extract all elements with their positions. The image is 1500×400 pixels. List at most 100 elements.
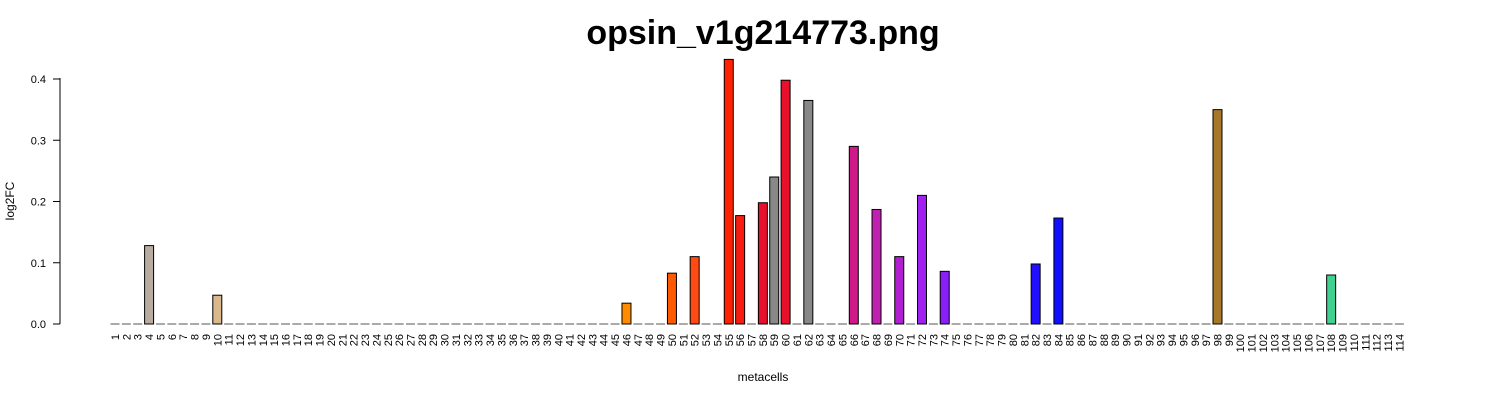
bar-108	[1326, 274, 1337, 325]
x-tick-label: 62	[803, 334, 815, 346]
x-tick-label: 22	[349, 334, 361, 346]
bar-52	[689, 256, 700, 325]
bar-62	[803, 99, 814, 325]
y-tick-label: 0.4	[31, 74, 46, 86]
x-tick-label: 44	[599, 334, 611, 346]
x-tick-label: 101	[1247, 334, 1259, 352]
x-tick-label: 80	[1008, 334, 1020, 346]
x-tick-label: 34	[485, 334, 497, 346]
x-tick-label: 36	[508, 334, 520, 346]
x-tick-label: 63	[815, 334, 827, 346]
x-tick-label: 108	[1326, 334, 1338, 352]
x-tick-label: 105	[1292, 334, 1304, 352]
x-tick-label: 39	[542, 334, 554, 346]
x-tick-label: 60	[781, 334, 793, 346]
x-tick-label: 9	[201, 334, 213, 340]
x-tick-label: 27	[406, 334, 418, 346]
x-tick-label: 18	[303, 334, 315, 346]
x-tick-label: 114	[1394, 334, 1406, 352]
y-tick-label: 0.0	[31, 319, 46, 331]
x-tick-label: 19	[315, 334, 327, 346]
x-tick-label: 111	[1360, 334, 1372, 351]
x-tick-label: 20	[326, 334, 338, 346]
x-tick-label: 61	[792, 334, 804, 346]
x-tick-label: 88	[1099, 334, 1111, 346]
x-tick-label: 13	[246, 334, 258, 346]
x-tick-label: 15	[269, 334, 281, 346]
x-tick-label: 78	[985, 334, 997, 346]
x-tick-label: 82	[1031, 334, 1043, 346]
x-tick-label: 45	[610, 334, 622, 346]
x-tick-label: 85	[1065, 334, 1077, 346]
x-tick-label: 30	[440, 334, 452, 346]
x-tick-label: 95	[1178, 334, 1190, 346]
x-tick-label: 10	[212, 334, 224, 346]
x-tick-label: 84	[1053, 334, 1065, 346]
x-tick-label: 6	[167, 334, 179, 340]
y-axis-ticks: 0.0 0.1 0.2 0.3 0.4	[31, 74, 60, 331]
x-tick-label: 74	[940, 334, 952, 346]
x-tick-label: 65	[837, 334, 849, 346]
x-tick-label: 106	[1303, 334, 1315, 352]
x-tick-label: 14	[258, 334, 270, 346]
x-tick-label: 55	[724, 334, 736, 346]
x-tick-label: 77	[974, 334, 986, 346]
y-axis-label: log2FC	[3, 181, 17, 220]
x-tick-label: 56	[735, 334, 747, 346]
x-tick-label: 76	[962, 334, 974, 346]
bar-82	[1030, 263, 1041, 325]
bar-84	[1053, 217, 1064, 325]
chart-title: opsin_v1g214773.png	[586, 14, 939, 52]
x-tick-label: 68	[872, 334, 884, 346]
x-axis-label: metacells	[738, 370, 789, 384]
x-tick-label: 53	[701, 334, 713, 346]
x-tick-label: 42	[576, 334, 588, 346]
x-tick-label: 2	[121, 334, 133, 340]
bar-10	[212, 294, 223, 325]
x-tick-label: 102	[1258, 334, 1270, 352]
bars	[144, 58, 1337, 325]
bar-72	[916, 194, 927, 325]
x-tick-label: 75	[951, 334, 963, 346]
bar-68	[871, 208, 882, 325]
x-tick-label: 46	[621, 334, 633, 346]
y-tick-label: 0.2	[31, 197, 46, 209]
bar-4	[144, 245, 155, 325]
x-tick-label: 93	[1156, 334, 1168, 346]
bar-55	[723, 58, 734, 325]
x-tick-label: 41	[565, 334, 577, 346]
x-tick-label: 109	[1338, 334, 1350, 352]
bar-59	[769, 176, 780, 325]
x-tick-label: 58	[758, 334, 770, 346]
x-tick-label: 69	[883, 334, 895, 346]
x-tick-label: 16	[280, 334, 292, 346]
x-tick-label: 70	[894, 334, 906, 346]
x-tick-label: 79	[997, 334, 1009, 346]
x-tick-label: 38	[531, 334, 543, 346]
bar-70	[894, 256, 905, 325]
bar-56	[735, 215, 746, 325]
x-tick-label: 92	[1144, 334, 1156, 346]
x-tick-label: 59	[769, 334, 781, 346]
x-tick-label: 1	[110, 334, 122, 340]
x-tick-label: 8	[190, 334, 202, 340]
x-tick-label: 72	[917, 334, 929, 346]
x-tick-label: 40	[553, 334, 565, 346]
x-tick-label: 103	[1269, 334, 1281, 352]
x-axis-tick-labels: 1 2 3 4 5 6 7 8 9 10 11 12 13 14 15 16 17 18 19 20 21 22 23 24 2…	[110, 334, 1406, 352]
x-tick-label: 49	[656, 334, 668, 346]
x-tick-label: 73	[928, 334, 940, 346]
x-tick-label: 97	[1201, 334, 1213, 346]
x-tick-label: 89	[1110, 334, 1122, 346]
x-tick-label: 28	[417, 334, 429, 346]
x-tick-label: 99	[1224, 334, 1236, 346]
x-tick-label: 83	[1042, 334, 1054, 346]
x-tick-label: 3	[133, 334, 145, 340]
bar-46	[621, 302, 632, 325]
x-tick-label: 47	[633, 334, 645, 346]
x-tick-label: 33	[474, 334, 486, 346]
x-tick-label: 100	[1235, 334, 1247, 352]
x-tick-label: 43	[587, 334, 599, 346]
x-tick-label: 23	[360, 334, 372, 346]
bar-58	[757, 202, 768, 325]
